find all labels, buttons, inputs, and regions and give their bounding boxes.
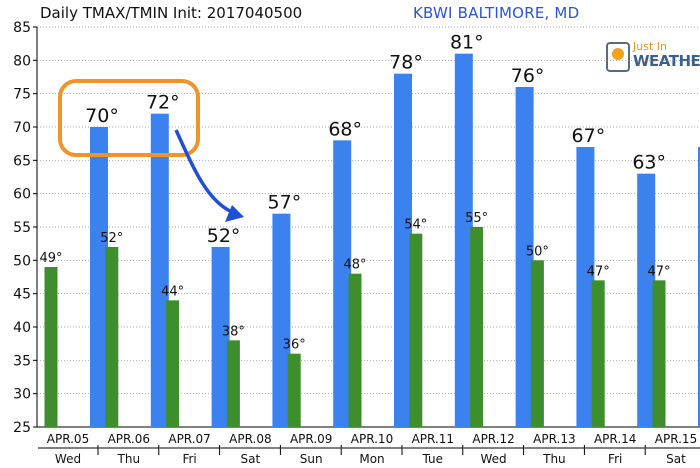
x-day-label: Sat [666, 452, 686, 466]
tmin-label: 52° [100, 231, 123, 246]
tmax-label: 72° [146, 92, 180, 114]
tmin-bar [166, 300, 180, 427]
tmin-bar [470, 227, 484, 427]
tmax-bar [333, 140, 352, 428]
tmin-bar [226, 340, 240, 427]
y-tick-label: 85 [13, 20, 31, 36]
tmin-bar [348, 273, 362, 427]
tmin-bar [287, 353, 301, 427]
tmax-bar [637, 173, 656, 427]
tmin-label: 47° [647, 264, 670, 279]
x-date-label: APR.06 [108, 432, 150, 446]
x-date-label: APR.07 [168, 432, 210, 446]
tmax-label: 67° [572, 125, 606, 147]
tmax-label: 78° [389, 52, 423, 74]
tmin-label: 44° [161, 284, 184, 299]
y-tick-label: 50 [13, 253, 31, 269]
tmin-bar [591, 280, 605, 427]
tmax-bar [211, 247, 230, 427]
tmin-label: 47° [587, 264, 610, 279]
tmax-bar [90, 127, 108, 427]
x-day-label: Mon [359, 452, 384, 466]
tmax-bar [150, 113, 169, 428]
x-day-label: Thu [542, 452, 566, 466]
tmin-bar [409, 233, 423, 427]
tmax-bar [515, 87, 534, 427]
x-date-label: APR.08 [229, 432, 271, 446]
tmax-label: 81° [450, 32, 484, 54]
tmin-label: 55° [465, 211, 488, 226]
y-tick-label: 70 [13, 120, 31, 136]
y-tick-label: 75 [13, 87, 31, 103]
y-tick-label: 80 [13, 53, 31, 69]
tmin-label: 54° [404, 218, 427, 233]
x-day-label: Tue [422, 452, 444, 466]
highlight-box [58, 79, 200, 157]
just-in-weather-logo: Just In WEATHER [606, 40, 700, 72]
y-tick-label: 45 [13, 287, 31, 303]
tmin-label: 50° [526, 244, 549, 259]
logo-line-1: Just In [633, 40, 667, 53]
tmax-bar [576, 147, 595, 427]
tmin-label: 36° [283, 338, 306, 353]
tmax-label: 76° [511, 65, 545, 87]
tmin-label: 49° [39, 251, 62, 266]
tmin-bar [652, 280, 666, 427]
y-tick-label: 35 [13, 353, 31, 369]
x-date-label: APR.13 [533, 432, 575, 446]
x-day-label: Fri [182, 452, 196, 466]
x-date-label: APR.05 [47, 432, 89, 446]
x-day-label: Thu [117, 452, 141, 466]
tmin-bar [530, 260, 544, 427]
phone-sun-icon [606, 42, 630, 72]
x-day-label: Wed [55, 452, 81, 466]
x-day-label: Sat [241, 452, 261, 466]
x-date-label: APR.12 [472, 432, 514, 446]
x-day-label: Sun [300, 452, 323, 466]
y-tick-label: 30 [13, 387, 31, 403]
annotation-arrowhead [225, 205, 244, 222]
tmax-label: 63° [632, 152, 666, 174]
y-tick-label: 25 [13, 420, 31, 436]
y-tick-label: 60 [13, 187, 31, 203]
annotation-arrow [174, 129, 233, 214]
station-name: KBWI BALTIMORE, MD [413, 4, 580, 22]
tmin-label: 38° [222, 324, 245, 339]
tmax-bar [698, 147, 700, 427]
tmax-bar [454, 53, 473, 428]
tmax-label: 68° [328, 118, 362, 140]
chart-title: Daily TMAX/TMIN Init: 2017040500 [40, 4, 303, 22]
tmax-bar [394, 73, 412, 428]
y-tick-label: 65 [13, 153, 31, 169]
y-tick-label: 55 [13, 220, 31, 236]
tmin-bar [105, 247, 119, 427]
logo-line-2: WEATHER [633, 52, 700, 70]
tmax-label: 52° [207, 225, 241, 247]
x-date-label: APR.14 [594, 432, 636, 446]
x-date-label: APR.15 [655, 432, 697, 446]
tmax-label: 57° [268, 192, 302, 214]
tmin-label: 48° [343, 258, 366, 273]
tmax-label: 70° [85, 105, 119, 127]
x-date-label: APR.09 [290, 432, 332, 446]
x-day-label: Wed [481, 452, 507, 466]
tmax-bar [272, 213, 291, 427]
x-date-label: APR.10 [351, 432, 393, 446]
x-date-label: APR.11 [412, 432, 454, 446]
x-day-label: Fri [608, 452, 622, 466]
tmin-bar [44, 267, 58, 427]
y-tick-label: 40 [13, 320, 31, 336]
